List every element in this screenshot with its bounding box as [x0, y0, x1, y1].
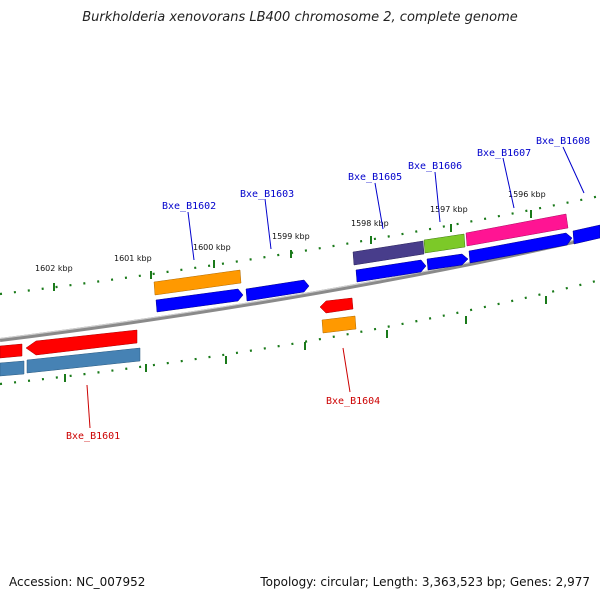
feature-blocks [0, 213, 600, 377]
genome-summary: Topology: circular; Length: 3,363,523 bp… [260, 575, 590, 589]
label-leaders [86, 146, 585, 429]
gene-label[interactable]: Bxe_B1604 [326, 396, 380, 407]
cds-block[interactable] [321, 315, 357, 334]
gene-label[interactable]: Bxe_B1605 [348, 172, 402, 183]
gene-arrow[interactable] [468, 232, 573, 264]
tick-label: 1601 kbp [114, 254, 152, 263]
accession-text: Accession: NC_007952 [9, 575, 146, 589]
gene-label[interactable]: Bxe_B1601 [66, 431, 120, 442]
gene-label[interactable]: Bxe_B1602 [162, 201, 216, 212]
tick-label: 1596 kbp [508, 190, 546, 199]
gene-arrow[interactable] [572, 224, 600, 245]
gene-arrow[interactable] [245, 279, 310, 302]
cds-block[interactable] [465, 213, 569, 247]
cds-block[interactable] [352, 240, 425, 266]
gene-arrow[interactable] [355, 259, 427, 283]
tick-label: 1600 kbp [193, 243, 231, 252]
gene-label[interactable]: Bxe_B1603 [240, 189, 294, 200]
gene-arrow[interactable] [155, 288, 244, 313]
cds-block[interactable] [423, 233, 466, 254]
tick-label: 1598 kbp [351, 219, 389, 228]
gene-label[interactable]: Bxe_B1606 [408, 161, 462, 172]
tick-label: 1597 kbp [430, 205, 468, 214]
gene-arrow[interactable] [319, 297, 354, 314]
gene-arrow[interactable] [0, 343, 23, 359]
gene-label[interactable]: Bxe_B1607 [477, 148, 531, 159]
map-title: Burkholderia xenovorans LB400 chromosome… [82, 10, 518, 25]
tick-label: 1599 kbp [272, 232, 310, 241]
gene-label[interactable]: Bxe_B1608 [536, 136, 590, 147]
gene-arrow[interactable] [25, 329, 138, 356]
gene-arrow[interactable] [426, 253, 469, 271]
cds-block[interactable] [0, 360, 25, 377]
major-ticks [53, 210, 532, 291]
cds-block[interactable] [153, 269, 242, 296]
cds-block[interactable] [26, 347, 141, 374]
tick-label: 1602 kbp [35, 264, 73, 273]
upper-tick-ring [0, 194, 600, 296]
lower-major-ticks [64, 296, 547, 382]
